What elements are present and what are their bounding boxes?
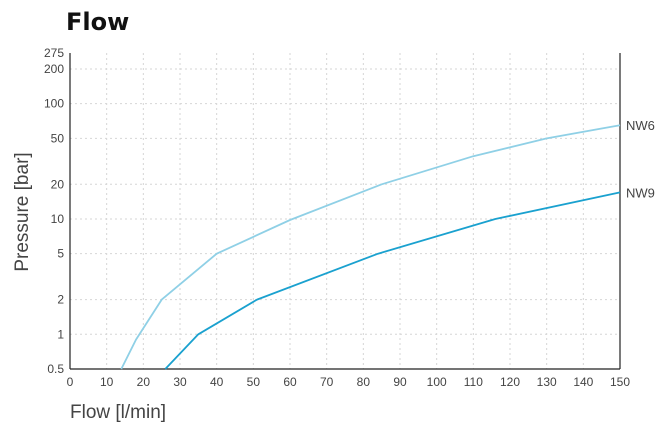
y-tick-label: 275	[44, 46, 64, 60]
plot-frame	[69, 53, 621, 370]
series-labels: NW6 NW9	[626, 118, 655, 200]
x-tick-label: 140	[573, 375, 593, 389]
x-tick-label: 80	[357, 375, 371, 389]
y-tick-label: 100	[44, 97, 64, 111]
x-tick-label: 130	[537, 375, 557, 389]
series-lines	[120, 124, 621, 370]
x-tick-label: 20	[137, 375, 151, 389]
series-label-nw9: NW9	[626, 185, 655, 200]
x-tick-label: 100	[427, 375, 447, 389]
x-tick-label: 40	[210, 375, 224, 389]
y-tick-label: 20	[51, 177, 65, 191]
y-tick-label: 1	[57, 327, 64, 341]
x-tick-label: 50	[247, 375, 261, 389]
y-axis-label: Pressure [bar]	[12, 152, 33, 271]
y-tick-label: 0.5	[47, 362, 64, 376]
x-tick-label: 70	[320, 375, 334, 389]
series-line-nw9	[164, 191, 621, 370]
x-tick-label: 60	[283, 375, 297, 389]
x-tick-label: 110	[464, 375, 483, 389]
series-line-nw6	[120, 124, 621, 370]
y-tick-label: 50	[51, 131, 65, 145]
x-axis-label: Flow [l/min]	[70, 402, 166, 423]
y-tick-label: 10	[51, 212, 65, 226]
chart-title: Flow	[66, 8, 130, 36]
x-tick-label: 120	[500, 375, 520, 389]
x-tick-label: 10	[100, 375, 114, 389]
x-axis-ticks: 0 10 20 30 40 50 60 70 80 90 100 110 120 130 140 150	[67, 375, 631, 389]
x-tick-label: 30	[173, 375, 187, 389]
y-tick-label: 5	[57, 247, 64, 261]
grid	[70, 53, 620, 369]
y-tick-label: 200	[44, 62, 64, 76]
x-tick-label: 90	[393, 375, 407, 389]
y-axis-ticks: 0.5 1 2 5 10 20 50 100 200 275	[44, 46, 64, 376]
x-tick-label: 150	[610, 375, 630, 389]
series-label-nw6: NW6	[626, 118, 655, 133]
x-tick-label: 0	[67, 375, 74, 389]
y-tick-label: 2	[57, 293, 64, 307]
